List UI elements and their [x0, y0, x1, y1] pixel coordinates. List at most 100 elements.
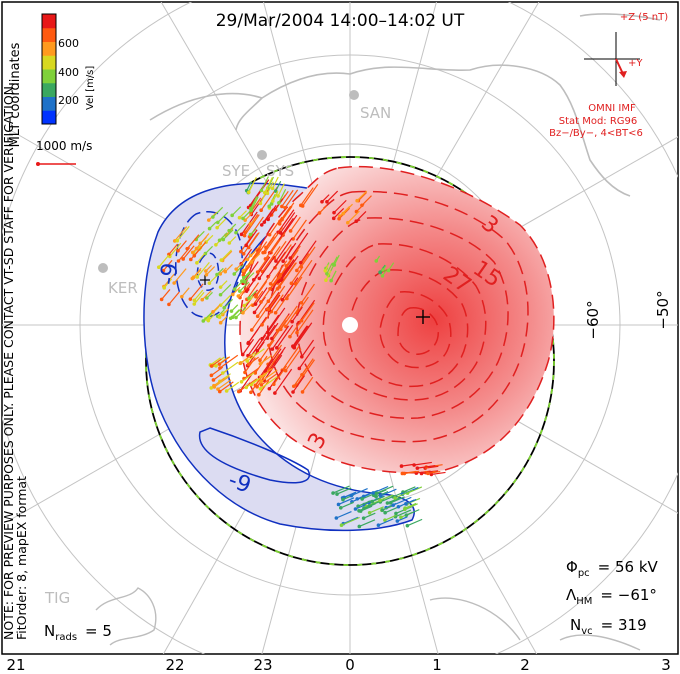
velocity-vector — [281, 345, 300, 371]
velocity-vector — [302, 183, 319, 207]
velocity-vector — [336, 510, 352, 519]
velocity-vector-origin — [278, 231, 283, 235]
velocity-vector-origin — [201, 319, 206, 323]
velocity-vector-origin — [291, 390, 295, 394]
velocity-vector-origin — [331, 491, 335, 495]
velocity-vector — [261, 208, 274, 226]
velocity-vector-origin — [263, 369, 268, 373]
velocity-vector — [363, 512, 376, 519]
velocity-vector-origin — [175, 238, 180, 243]
velocity-vector — [259, 358, 274, 378]
velocity-vector-origin — [237, 289, 242, 293]
imf-info: OMNI IMF Stat Mod: RG96 Bz−/By−, 4<BT<6 — [549, 103, 643, 139]
velocity-vector-origin — [217, 389, 222, 394]
velocity-vector-origin — [266, 307, 271, 312]
velocity-vector — [242, 338, 255, 355]
velocity-vector-origin — [219, 258, 224, 262]
velocity-vector — [298, 299, 316, 324]
velocity-vector — [290, 216, 301, 232]
station-marker-ker — [98, 263, 108, 273]
velocity-vector-origin — [358, 509, 363, 513]
velocity-vector-origin — [269, 202, 274, 206]
colorbar-swatch — [42, 110, 56, 125]
velocity-vector-origin — [426, 471, 430, 476]
velocity-vector — [240, 233, 254, 252]
velocity-vector-origin — [267, 232, 272, 237]
velocity-vector — [257, 293, 274, 317]
velocity-vector — [266, 181, 274, 194]
velocity-vector-origin — [338, 506, 343, 510]
velocity-vector-origin — [381, 268, 385, 272]
velocity-vector — [271, 325, 290, 350]
velocity-vector — [158, 254, 170, 268]
velocity-vector — [250, 245, 262, 256]
velocity-vector — [201, 290, 212, 301]
velocity-vector — [161, 289, 171, 300]
velocity-vector-origin — [214, 364, 218, 368]
velocity-vector-origin — [162, 286, 167, 290]
velocity-vector — [222, 229, 234, 241]
velocity-vector-origin — [234, 230, 238, 235]
velocity-vector-origin — [278, 278, 283, 283]
velocity-vector-origin — [402, 471, 407, 476]
velocity-vector-origin — [324, 278, 328, 283]
velocity-vector-origin — [265, 336, 270, 340]
mlt-tick-label: 3 — [661, 656, 671, 674]
colorbar-tick: 600 — [58, 37, 79, 50]
velocity-vector — [219, 356, 231, 365]
velocity-vector — [278, 188, 287, 204]
velocity-vector-origin — [230, 292, 235, 297]
velocity-vector-origin — [412, 463, 416, 467]
velocity-vector — [273, 365, 288, 385]
velocity-vector-origin — [249, 260, 254, 264]
velocity-vector-origin — [259, 300, 263, 304]
contour-label: -9 — [155, 261, 183, 287]
velocity-vector-origin — [267, 204, 271, 209]
velocity-vector-origin — [317, 211, 322, 215]
velocity-vector — [169, 242, 182, 257]
velocity-vector-origin — [217, 315, 222, 319]
velocity-vector-origin — [249, 328, 254, 332]
velocity-vector — [176, 225, 190, 242]
velocity-vector — [302, 376, 314, 393]
velocity-vector-origin — [260, 322, 264, 327]
velocity-vector — [376, 485, 394, 494]
velocity-vector — [282, 242, 297, 262]
velocity-vector — [404, 470, 420, 475]
velocity-vector — [290, 266, 304, 284]
velocity-vector — [186, 234, 200, 250]
velocity-vector-origin — [209, 373, 214, 378]
lambda-hm-stat: ΛHM = −61° — [566, 586, 657, 607]
velocity-vector — [343, 516, 359, 525]
velocity-vector-origin — [243, 370, 247, 375]
velocity-vector-origin — [383, 518, 387, 522]
velocity-vector-origin — [214, 242, 218, 247]
velocity-vector-origin — [229, 309, 234, 313]
velocity-vector — [285, 348, 302, 372]
velocity-vector — [275, 293, 290, 314]
station-label-sys: SYS — [266, 162, 294, 180]
map-title: 29/Mar/2004 14:00–14:02 UT — [216, 11, 465, 31]
pole-marker — [342, 317, 358, 333]
velocity-vector-origin — [205, 296, 209, 300]
velocity-vector-origin — [241, 216, 245, 221]
velocity-vector-origin — [332, 210, 336, 215]
velocity-vector-origin — [242, 303, 247, 308]
velocity-vector — [380, 488, 397, 497]
velocity-vector-origin — [244, 289, 249, 293]
negative-contour-lower — [198, 427, 311, 484]
velocity-vector — [214, 375, 230, 388]
velocity-vector-origin — [297, 366, 302, 371]
velocity-vector — [384, 514, 398, 521]
velocity-vector — [326, 190, 339, 203]
velocity-vector — [295, 259, 313, 285]
velocity-vector-origin — [255, 270, 260, 274]
velocity-vector — [273, 240, 287, 259]
velocity-vector — [379, 494, 394, 501]
velocity-vector — [168, 291, 180, 305]
hm-boundary-dash — [145, 156, 555, 566]
velocity-vector-origin — [276, 194, 280, 198]
velocity-vector-origin — [378, 270, 382, 275]
velocity-vector-origin — [254, 294, 258, 299]
velocity-vector — [181, 287, 190, 298]
